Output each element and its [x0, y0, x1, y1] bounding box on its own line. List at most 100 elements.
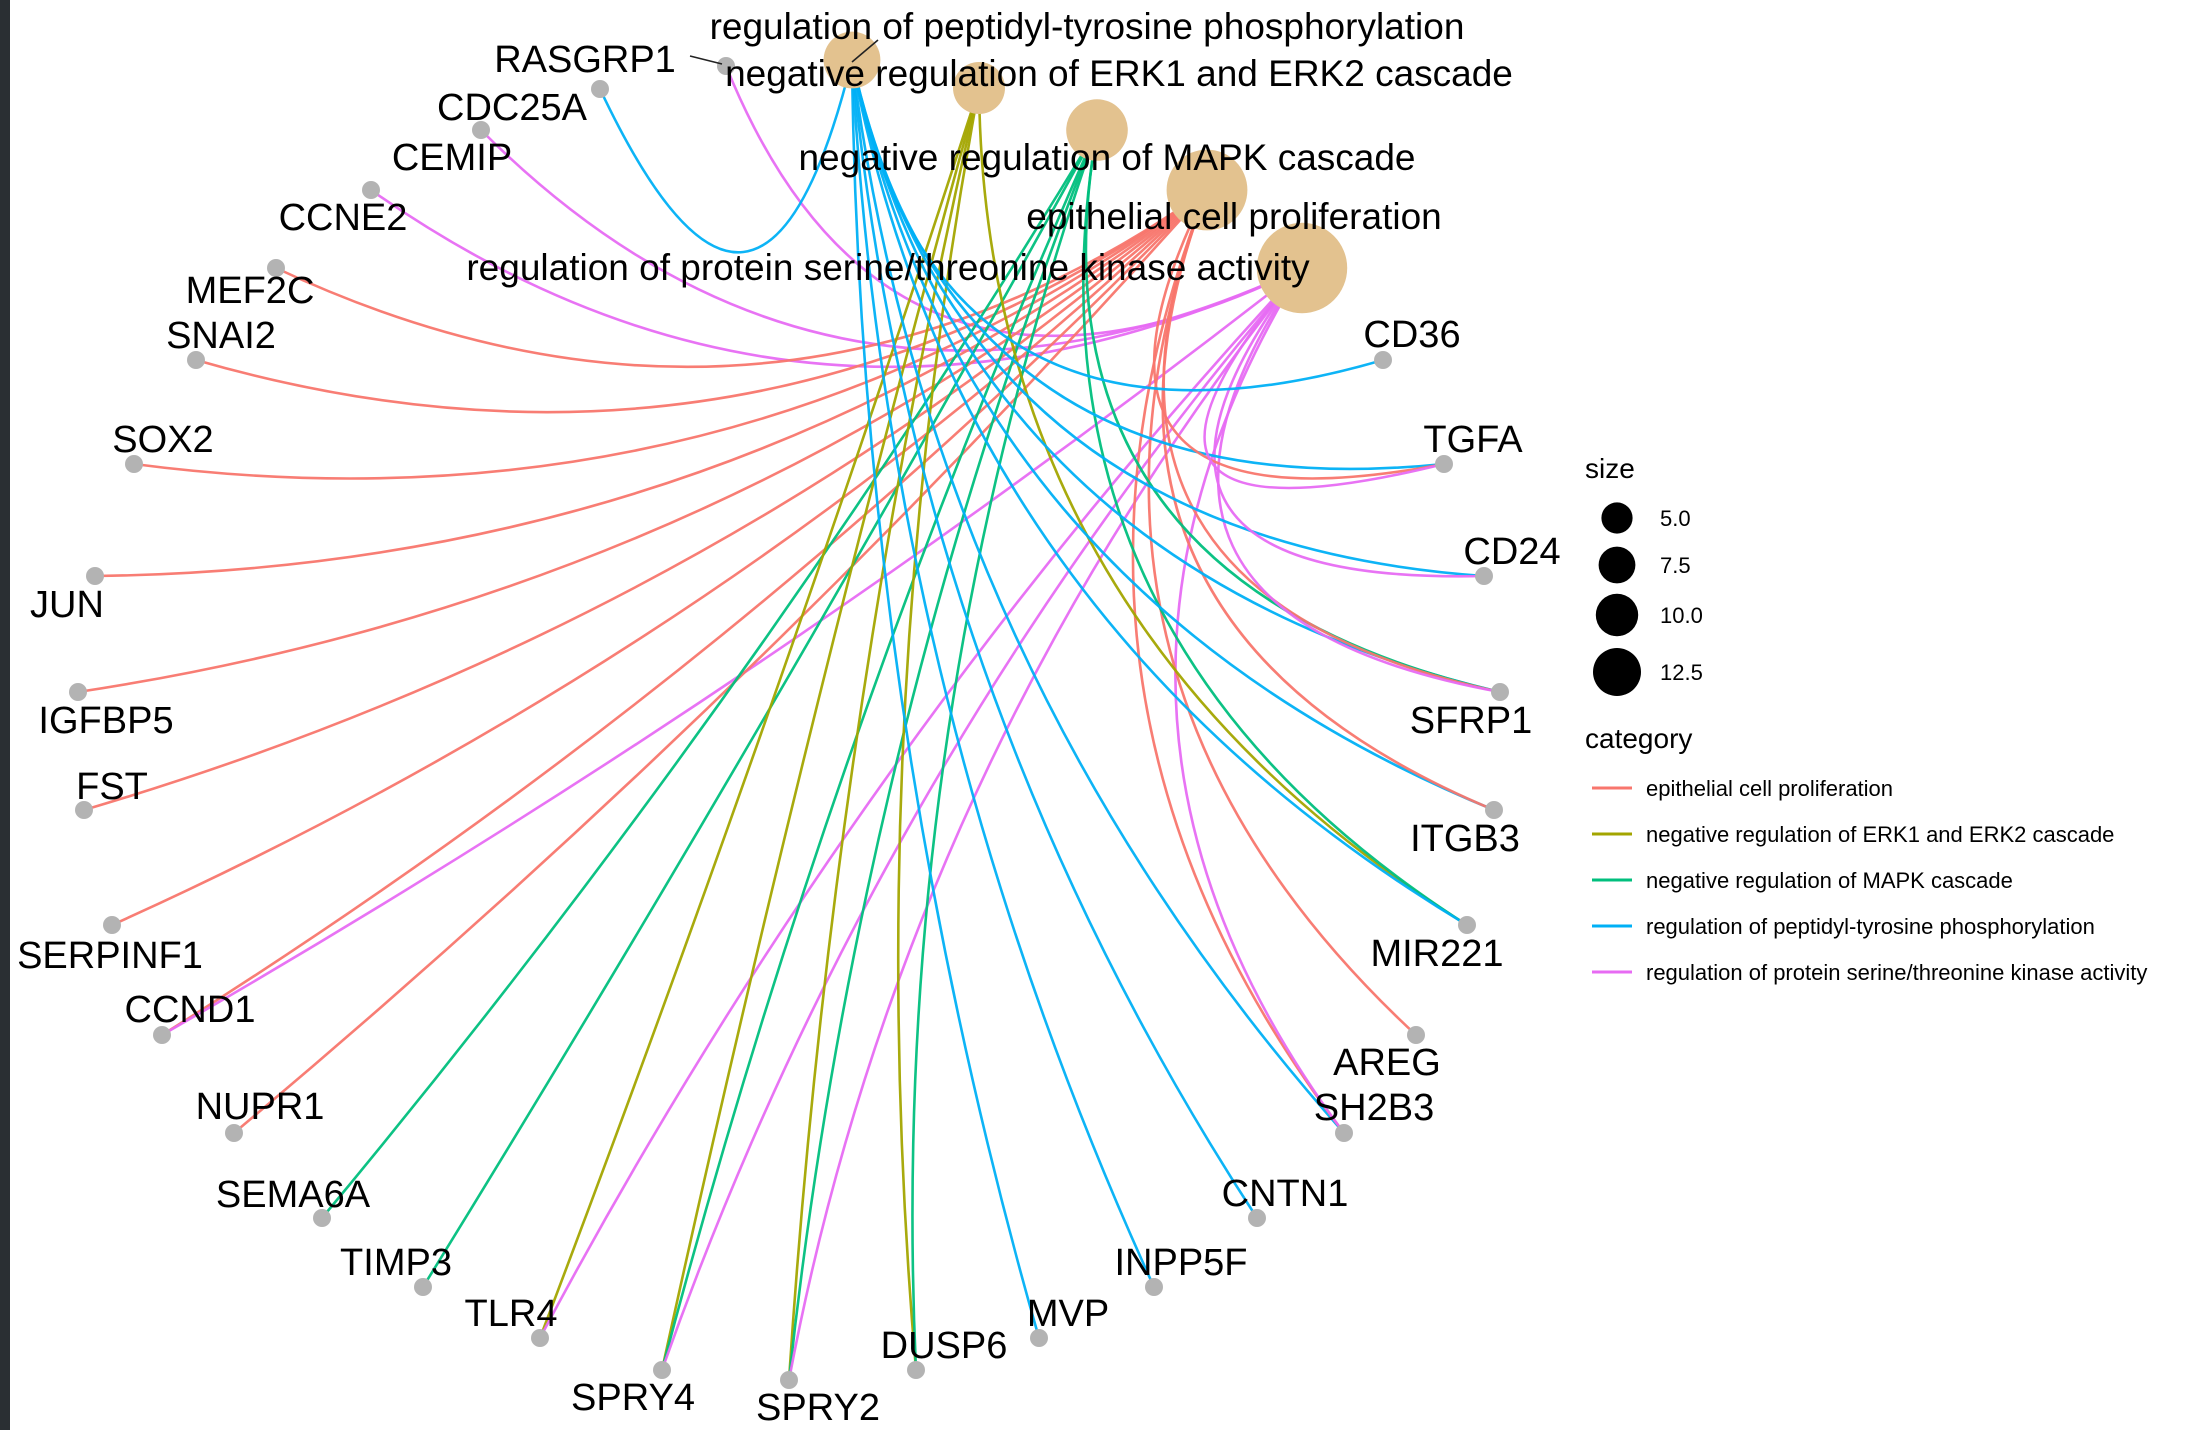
edge-ccnd1-t-epi — [161, 189, 1208, 1037]
edge-layer — [77, 59, 1501, 1381]
size-legend-title: size — [1585, 453, 1635, 484]
edge-itgb3-t-epi — [1161, 189, 1495, 812]
gene-label-igfbp5: IGFBP5 — [38, 700, 173, 742]
term-label-t-tyr: regulation of peptidyl-tyrosine phosphor… — [710, 6, 1465, 47]
size-legend: 5.0 7.5 10.0 12.5 — [1593, 502, 1703, 696]
edge-areg-t-epi — [1147, 189, 1417, 1036]
gene-node-dusp6 — [907, 1361, 925, 1379]
gene-node-fst — [75, 801, 93, 819]
gene-label-cemip: CEMIP — [392, 137, 512, 179]
edge-inpp5f-t-tyr — [850, 59, 1156, 1288]
gene-label-sh2b3: SH2B3 — [1314, 1087, 1434, 1129]
edge-mir221-t-mapk — [1082, 129, 1468, 927]
gene-label-spry4: SPRY4 — [571, 1377, 695, 1419]
gene-label-sema6a: SEMA6A — [216, 1174, 371, 1216]
edge-spry2-t-mapk — [787, 129, 1099, 1381]
gene-label-cdc25a: CDC25A — [437, 87, 588, 129]
term-label-t-erk: negative regulation of ERK1 and ERK2 cas… — [725, 53, 1513, 94]
gene-node-sh2b3 — [1335, 1124, 1353, 1142]
gene-label-cd24: CD24 — [1463, 531, 1560, 573]
left-window-strip — [0, 0, 10, 1430]
edge-cd24-t-ser — [1213, 267, 1485, 578]
edge-sfrp1-t-epi — [1162, 189, 1501, 694]
edge-fst-t-epi — [83, 189, 1208, 812]
gene-label-itgb3: ITGB3 — [1410, 818, 1520, 860]
gene-node-tlr4 — [531, 1329, 549, 1347]
term-node-t-mapk — [1066, 99, 1128, 161]
gene-node-mef2c — [267, 259, 285, 277]
gene-label-mir221: MIR221 — [1370, 933, 1503, 975]
gene-node-cdc25a — [591, 80, 609, 98]
category-key-label-negative-regulation-of-mapk-cascade: negative regulation of MAPK cascade — [1646, 868, 2013, 893]
edge-sfrp1-t-ser — [1216, 267, 1501, 694]
size-key-label-3: 12.5 — [1660, 660, 1703, 685]
gene-label-cntn1: CNTN1 — [1222, 1173, 1349, 1215]
edge-tgfa-t-ser — [1203, 267, 1445, 490]
edge-spry2-t-erk — [787, 87, 981, 1381]
edge-tlr4-t-ser — [538, 267, 1303, 1339]
gene-label-timp3: TIMP3 — [340, 1242, 452, 1284]
edge-tgfa-t-tyr — [850, 59, 1445, 471]
gene-node-layer — [69, 57, 1509, 1389]
gene-label-snai2: SNAI2 — [166, 315, 276, 357]
term-node-t-tyr — [823, 31, 881, 89]
gene-label-dusp6: DUSP6 — [881, 1325, 1008, 1367]
gene-node-cd24 — [1475, 567, 1493, 585]
gene-node-sox2 — [125, 455, 143, 473]
gene-node-jun — [86, 567, 104, 585]
gene-label-spry2: SPRY2 — [756, 1387, 880, 1429]
gene-node-cd36 — [1374, 351, 1392, 369]
gene-node-mir221 — [1458, 916, 1476, 934]
gene-label-fst: FST — [76, 766, 148, 808]
edge-spry4-t-mapk — [660, 129, 1099, 1371]
gene-node-serpinf1 — [103, 916, 121, 934]
gene-node-igfbp5 — [69, 683, 87, 701]
edge-serpinf1-t-epi — [111, 189, 1208, 927]
category-key-label-negative-regulation-of-erk1-and-erk2-cascade: negative regulation of ERK1 and ERK2 cas… — [1646, 822, 2114, 847]
gene-node-timp3 — [414, 1278, 432, 1296]
category-legend: epithelial cell proliferation negative re… — [1592, 776, 2147, 985]
gene-node-sema6a — [313, 1209, 331, 1227]
gene-node-areg — [1407, 1026, 1425, 1044]
size-key-label-2: 10.0 — [1660, 603, 1703, 628]
size-key-3 — [1593, 648, 1641, 696]
rasgrp1-leader-line — [689, 55, 723, 65]
gene-label-rasgrp1: RASGRP1 — [494, 39, 676, 81]
edge-mvp-t-tyr — [850, 59, 1041, 1339]
term-node-layer — [823, 31, 1348, 314]
size-key-2 — [1595, 593, 1639, 637]
gene-label-tlr4: TLR4 — [465, 1293, 558, 1335]
legend: size 5.0 7.5 10.0 12.5 category epithelial … — [1585, 453, 2147, 985]
size-key-0 — [1601, 502, 1633, 534]
edge-sh2b3-t-tyr — [850, 59, 1345, 1134]
gene-label-areg: AREG — [1333, 1042, 1441, 1084]
gene-node-ccnd1 — [153, 1026, 171, 1044]
category-key-label-regulation-of-protein-serine-threonine-kinase-activity: regulation of protein serine/threonine k… — [1646, 960, 2147, 985]
term-node-t-ser — [1256, 222, 1348, 314]
gene-label-serpinf1: SERPINF1 — [17, 935, 203, 977]
edge-mef2c-t-epi — [275, 188, 1208, 369]
gene-node-cemip — [472, 121, 490, 139]
edge-timp3-t-mapk — [421, 129, 1099, 1288]
gene-node-cntn1 — [1248, 1209, 1266, 1227]
label-layer: regulation of peptidyl-tyrosine phosphor… — [17, 6, 1560, 1429]
gene-node-tgfa — [1435, 455, 1453, 473]
gene-node-snai2 — [187, 351, 205, 369]
edge-snai2-t-epi — [195, 188, 1208, 414]
edge-sema6a-t-mapk — [321, 129, 1099, 1219]
edge-ccnd1-t-ser — [161, 266, 1303, 1037]
gene-label-sox2: SOX2 — [112, 419, 213, 461]
gene-label-nupr1: NUPR1 — [196, 1086, 325, 1128]
edge-sfrp1-t-mapk — [1084, 129, 1501, 694]
size-key-1 — [1598, 546, 1636, 584]
gene-label-inpp5f: INPP5F — [1114, 1242, 1247, 1284]
gene-label-mvp: MVP — [1027, 1293, 1109, 1335]
term-node-t-epi — [1166, 149, 1248, 231]
category-legend-title: category — [1585, 723, 1692, 754]
edge-dusp6-t-mapk — [911, 129, 1099, 1371]
gene-label-jun: JUN — [30, 584, 104, 626]
term-label-t-ser: regulation of protein serine/threonine k… — [466, 247, 1310, 288]
term-label-t-mapk: negative regulation of MAPK cascade — [798, 137, 1415, 178]
category-key-label-regulation-of-peptidyl-tyrosine-phosphorylation: regulation of peptidyl-tyrosine phosphor… — [1646, 914, 2095, 939]
